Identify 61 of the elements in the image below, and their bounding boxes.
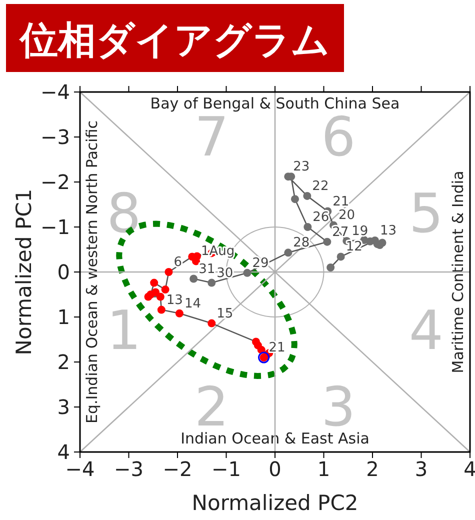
point	[156, 292, 164, 301]
y-tick-label: −4	[40, 80, 70, 104]
x-tick-label: −3	[114, 457, 144, 481]
annotation: 28	[293, 236, 310, 251]
annotation: 21	[332, 194, 350, 210]
annotation: 31	[198, 262, 216, 277]
x-tick-label: 0	[268, 457, 282, 481]
y-tick-label: 3	[57, 395, 70, 419]
point	[323, 238, 332, 246]
annotation: 12	[346, 240, 362, 255]
annotation: 4	[408, 299, 444, 362]
point	[208, 319, 216, 328]
x-axis-title: Normalized PC2	[192, 491, 358, 515]
point	[175, 309, 184, 318]
y-tick-label: 4	[57, 440, 70, 464]
point	[208, 278, 216, 287]
annotation: 23	[293, 160, 310, 175]
point	[150, 278, 158, 287]
point	[152, 288, 160, 296]
annotation: 15	[216, 306, 234, 322]
x-tick-label: −1	[212, 457, 241, 481]
point	[303, 192, 312, 200]
annotation: 5	[408, 182, 444, 245]
y-axis-title: Normalized PC1	[12, 188, 36, 356]
annotation: 19	[352, 224, 368, 239]
annotation: 1	[106, 299, 142, 362]
y-tick-label: 0	[57, 260, 70, 284]
x-tick-label: 4	[464, 457, 475, 481]
point	[144, 292, 152, 301]
annotation: 13	[380, 224, 396, 238]
annotation: 22	[312, 178, 329, 194]
y-tick-label: −2	[40, 170, 70, 194]
point	[336, 252, 345, 261]
x-tick-label: −2	[162, 457, 192, 481]
annotation: Indian Ocean & East Asia	[180, 430, 370, 448]
point	[161, 286, 170, 294]
point	[326, 264, 335, 272]
annotation: 26	[312, 210, 330, 225]
annotation: 21	[268, 340, 286, 356]
point	[290, 195, 299, 204]
point	[284, 248, 292, 257]
chart-title: 位相ダイアグラム	[18, 18, 330, 62]
point	[190, 274, 198, 283]
y-tick-label: 1	[57, 305, 70, 329]
y-tick-label: 2	[57, 350, 70, 374]
annotation: Eq.Indian Ocean & western North Pacific	[83, 120, 102, 424]
point	[157, 306, 166, 314]
annotation: 20	[338, 208, 356, 224]
annotation: 14	[184, 296, 201, 312]
point	[164, 268, 173, 276]
y-tick-label: −1	[40, 215, 70, 239]
annotation: 8	[106, 182, 142, 245]
x-tick-label: 2	[366, 457, 379, 481]
point	[304, 223, 312, 231]
annotation: Maritime Continent & India	[448, 170, 467, 374]
x-tick-label: 1	[317, 457, 330, 481]
x-tick-label: 3	[414, 457, 428, 481]
annotation: 13	[166, 292, 183, 308]
point	[243, 268, 252, 277]
annotation: 30	[216, 266, 234, 281]
y-tick-label: −3	[40, 125, 70, 149]
